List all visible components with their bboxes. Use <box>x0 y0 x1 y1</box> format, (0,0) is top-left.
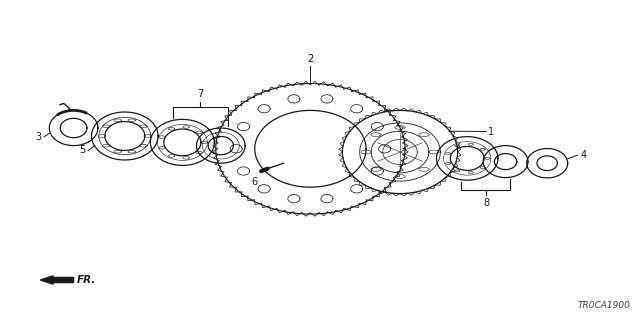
Text: TR0CA1900: TR0CA1900 <box>577 301 630 310</box>
Text: 4: 4 <box>580 150 587 160</box>
Text: FR.: FR. <box>77 275 96 285</box>
Text: 5: 5 <box>79 145 85 156</box>
Text: 6: 6 <box>252 177 258 187</box>
Text: 1: 1 <box>488 126 495 137</box>
Text: 7: 7 <box>197 89 204 99</box>
FancyArrow shape <box>40 276 74 284</box>
Text: 2: 2 <box>307 54 314 64</box>
Text: 8: 8 <box>483 198 490 208</box>
Text: 3: 3 <box>35 132 42 142</box>
